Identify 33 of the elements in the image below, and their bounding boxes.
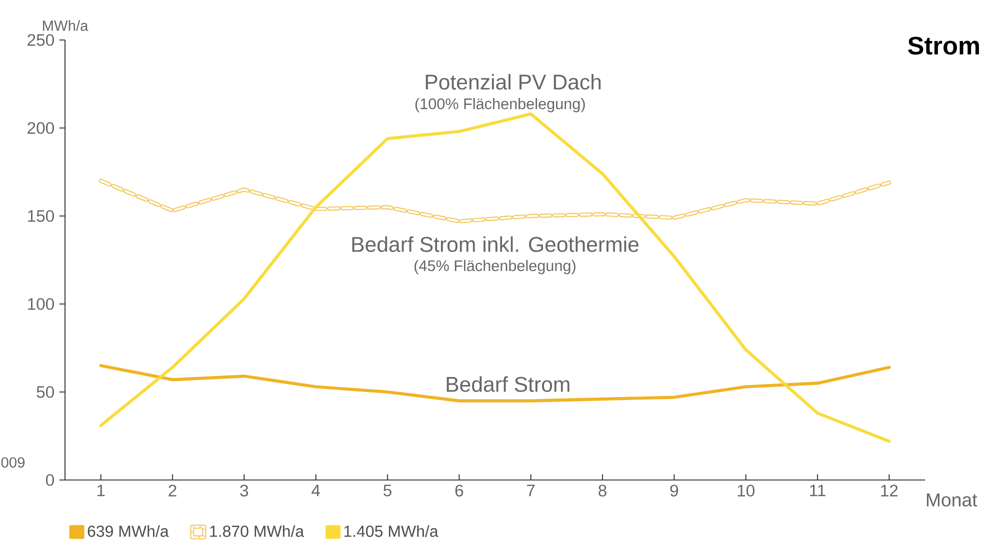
x-tick-label: 6 <box>455 484 464 497</box>
x-tick-label: 2 <box>168 484 176 496</box>
legend-label: 639 MWh/a <box>88 525 169 537</box>
annotation: Potenzial PV Dach <box>426 74 601 90</box>
x-tick-label: 9 <box>670 484 678 497</box>
annotation: (45% Flächenbelegung) <box>414 260 576 274</box>
y-tick-label: 250 <box>28 34 54 46</box>
x-tick-label: 11 <box>810 484 826 496</box>
y-tick-label: 150 <box>28 210 54 222</box>
line-series <box>99 112 891 443</box>
y-tick-label: 100 <box>28 298 54 310</box>
x-axis-title: Monat <box>926 494 978 507</box>
annotation: Bedarf Strom inkl. Geothermie <box>352 236 638 252</box>
line-series <box>99 364 891 402</box>
x-tick-label: 1 <box>97 484 105 496</box>
x-tick-label: 5 <box>384 484 392 496</box>
x-tick-label: 4 <box>312 484 320 496</box>
x-tick-label: 10 <box>738 484 754 497</box>
y-tick-label: 200 <box>28 122 54 134</box>
annotation: Bedarf Strom <box>446 376 570 392</box>
x-tick-label: 8 <box>598 484 606 497</box>
annotation: (100% Flächenbelegung) <box>415 98 585 112</box>
chart-title: Strom <box>908 36 979 55</box>
x-tick-label: 7 <box>527 484 535 496</box>
line-series <box>98 178 892 224</box>
y-tick-label: 0 <box>46 474 54 486</box>
y-axis-title: MWh/a <box>42 20 88 31</box>
x-tick-label: 12 <box>881 484 898 496</box>
legend-label: 1.405 MWh/a <box>344 525 438 537</box>
y-tick-label: 50 <box>36 386 54 398</box>
legend-label: 1.870 MWh/a <box>210 525 304 537</box>
text: 009 <box>1 457 25 468</box>
x-tick-label: 3 <box>240 484 248 497</box>
